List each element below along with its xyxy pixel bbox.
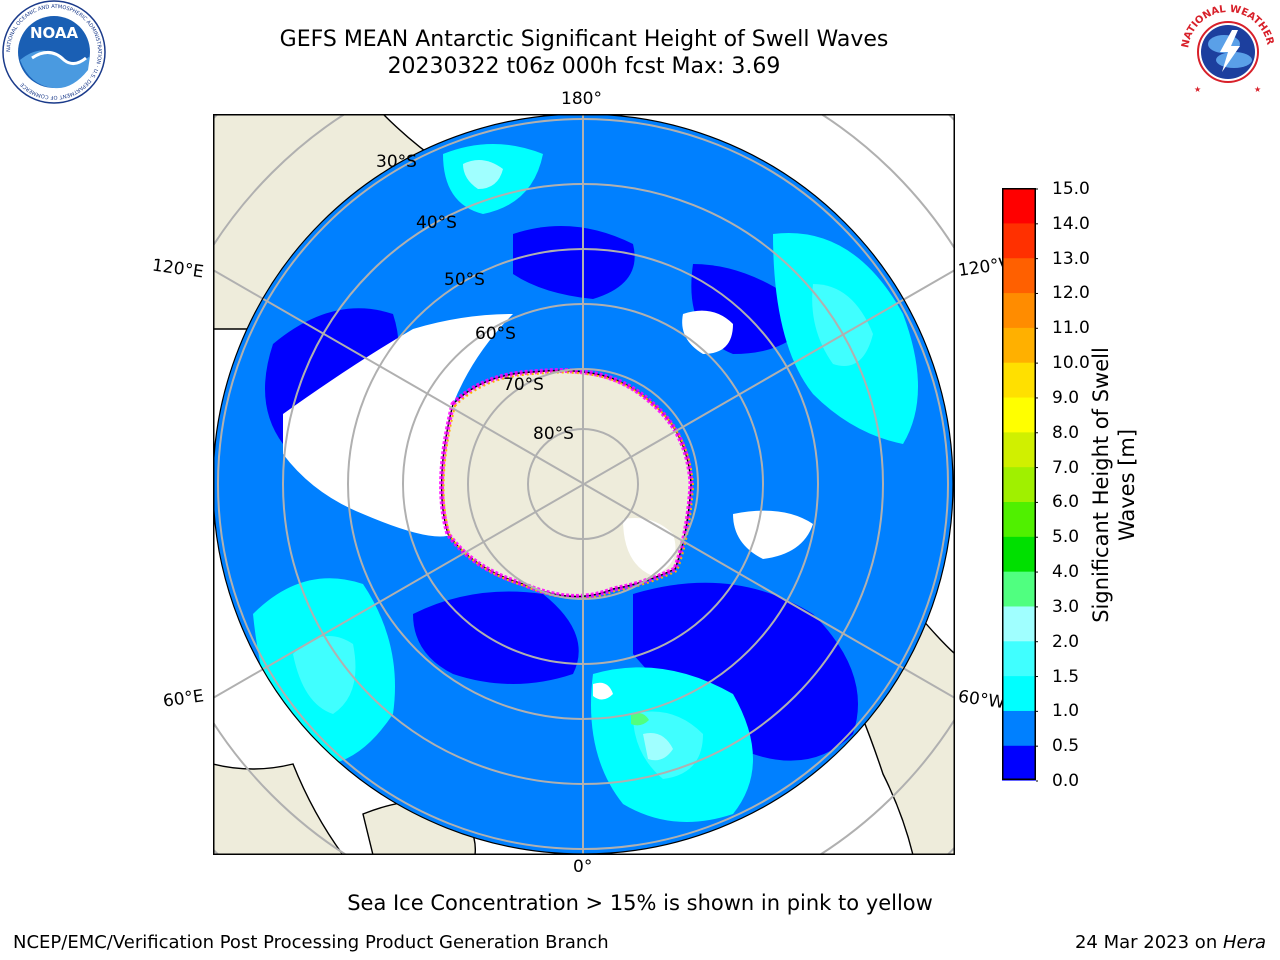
colorbar-segment [1002,571,1036,607]
sea-ice-note: Sea Ice Concentration > 15% is shown in … [347,891,933,915]
colorbar-tick-label: 7.0 [1052,457,1080,478]
colorbar-segment [1002,605,1036,642]
svg-text:★: ★ [1254,85,1261,94]
colorbar-segment [1002,188,1036,224]
lat-label-60s: 60°S [475,324,516,344]
colorbar-segment [1002,466,1036,503]
graticule [213,114,955,855]
colorbar-segment [1002,745,1036,781]
noaa-logo: NATIONAL OCEANIC AND ATMOSPHERIC ADMINIS… [2,0,106,104]
noaa-logo-text: NOAA [30,24,79,42]
colorbar-tick-label: 3.0 [1052,596,1080,617]
colorbar-segment [1002,292,1036,328]
lat-label-30s: 30°S [376,152,417,172]
colorbar-tick-label: 8.0 [1052,422,1080,443]
colorbar-label-line2: Waves [m] [1115,428,1139,542]
colorbar-segment [1002,710,1036,746]
lon-label-bottom: 0° [573,857,593,877]
colorbar-tick-label: 6.0 [1052,492,1080,513]
lat-label-50s: 50°S [444,270,485,290]
colorbar-segment [1002,640,1036,677]
lat-label-80s: 80°S [533,424,574,444]
lon-label-upper-left: 120°E [150,255,205,283]
colorbar-segment [1002,327,1036,363]
colorbar-tick-label: 12.0 [1052,283,1090,304]
colorbar-tick-label: 13.0 [1052,248,1090,269]
colorbar-tick-label: 0.5 [1052,736,1080,757]
colorbar [1002,188,1038,782]
credit-text: NCEP/EMC/Verification Post Processing Pr… [13,932,609,953]
host-label: Hera [1222,932,1266,953]
colorbar-tick-label: 2.0 [1052,631,1080,652]
chart-title: GEFS MEAN Antarctic Significant Height o… [279,27,889,52]
colorbar-tick-label: 4.0 [1052,562,1080,583]
lon-label-lower-right: 60°W [956,686,1007,714]
colorbar-tick-label: 10.0 [1052,353,1090,374]
colorbar-segment [1002,536,1036,572]
date-label: 24 Mar 2023 on [1074,932,1223,953]
colorbar-tick-label: 1.5 [1052,666,1080,687]
polar-map [213,114,955,855]
colorbar-segment [1002,675,1036,711]
lon-label-top: 180° [561,89,602,109]
chart-subtitle: 20230322 t06z 000h fcst Max: 3.69 [387,54,781,79]
colorbar-tick-label: 11.0 [1052,318,1090,339]
colorbar-tick-label: 0.0 [1052,771,1080,791]
lat-label-40s: 40°S [416,213,457,233]
lon-label-lower-left: 60°E [161,686,206,712]
nws-logo: NATIONAL WEATHER SERVICE ★ ★ [1176,0,1278,102]
antarctica [439,368,695,600]
colorbar-segment [1002,222,1036,259]
svg-text:★: ★ [1194,85,1201,94]
colorbar-tick-label: 15.0 [1052,179,1090,199]
colorbar-segment [1002,362,1036,398]
colorbar-tick-label: 9.0 [1052,387,1080,408]
colorbar-tick-label: 1.0 [1052,701,1080,722]
lat-label-70s: 70°S [503,375,544,395]
colorbar-segment [1002,257,1036,294]
colorbar-segment [1002,501,1036,537]
colorbar-tick-label: 5.0 [1052,527,1080,548]
colorbar-label-line1: Significant Height of Swell [1089,347,1113,623]
colorbar-segment [1002,431,1036,468]
colorbar-tick-label: 14.0 [1052,213,1090,234]
colorbar-segment [1002,396,1036,433]
date-text: 24 Mar 2023 on Hera [1075,932,1266,953]
